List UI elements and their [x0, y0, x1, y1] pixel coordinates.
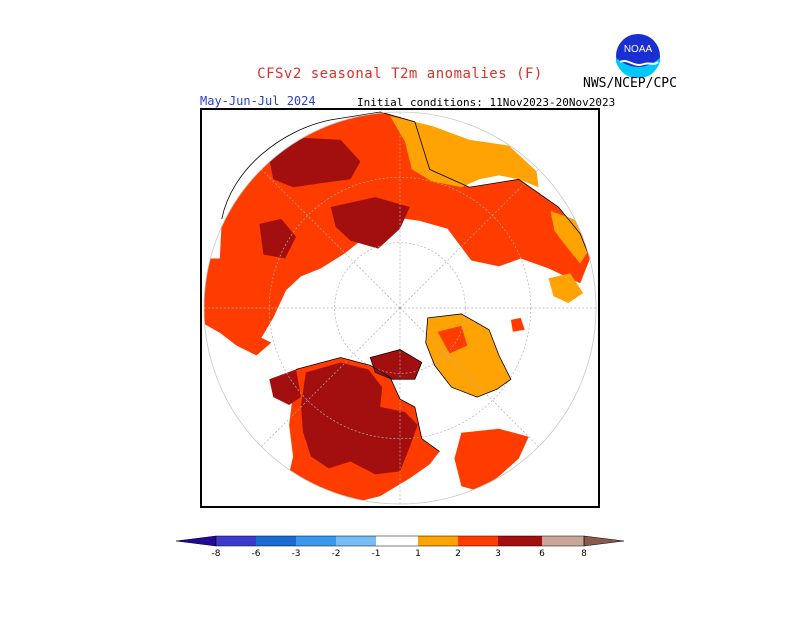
anomaly-map — [202, 110, 598, 506]
legend-swatch-3-6 — [498, 536, 542, 546]
legend-swatch-6-8 — [542, 536, 584, 546]
coastlines — [221, 111, 591, 452]
eurasia-warm-core-2 — [330, 197, 410, 249]
legend-tick: -8 — [212, 549, 221, 559]
legend-tick: -1 — [372, 549, 381, 559]
legend-tick: -3 — [292, 549, 301, 559]
legend-swatch-1-2 — [418, 536, 458, 546]
initial-conditions: Initial conditions: 11Nov2023-20Nov2023 — [357, 96, 616, 109]
eurasia-warm-core-3 — [259, 218, 297, 259]
kamchatka-orange — [548, 273, 584, 304]
alaska-warm — [269, 369, 301, 406]
legend-swatch-neutral — [376, 536, 418, 546]
agency-label: NWS/NCEP/CPC — [583, 76, 677, 91]
forecast-period: May-Jun-Jul 2024 — [200, 94, 316, 108]
arctic-islands — [370, 349, 422, 380]
legend-tick: 6 — [539, 549, 545, 559]
legend-swatch-2-1 — [336, 536, 376, 546]
legend-swatch-3-2 — [296, 536, 336, 546]
legend-tick: -2 — [332, 549, 341, 559]
north-america-warm-core — [301, 362, 418, 475]
legend-swatch-lt-8 — [175, 535, 217, 547]
siberia-orange-1 — [390, 115, 539, 188]
legend-tick: -6 — [252, 549, 261, 559]
greenland-warm-spot — [437, 325, 468, 354]
legend-swatch-6-3 — [256, 536, 296, 546]
siberia-orange-2 — [550, 210, 591, 264]
legend-tick: 2 — [455, 549, 461, 559]
noaa-logo-icon: NOAA — [616, 34, 660, 78]
legend-swatch-8-6 — [216, 536, 256, 546]
logo-text: NOAA — [624, 44, 653, 55]
legend-swatch-gt-8 — [583, 535, 625, 547]
eurasia-warm-core-1 — [269, 137, 361, 188]
color-legend: -8 -6 -3 -2 -1 1 2 3 6 8 — [175, 535, 625, 559]
chart-title: CFSv2 seasonal T2m anomalies (F) — [257, 66, 543, 82]
polar-map — [200, 108, 600, 508]
iceland-anomaly — [510, 317, 525, 332]
legend-tick: 8 — [581, 549, 587, 559]
legend-tick: 3 — [495, 549, 501, 559]
legend-swatch-2-3 — [458, 536, 498, 546]
legend-tick: 1 — [415, 549, 421, 559]
north-atlantic-anomaly — [454, 428, 529, 492]
europe-anomaly — [203, 258, 272, 356]
graticule — [203, 111, 597, 505]
